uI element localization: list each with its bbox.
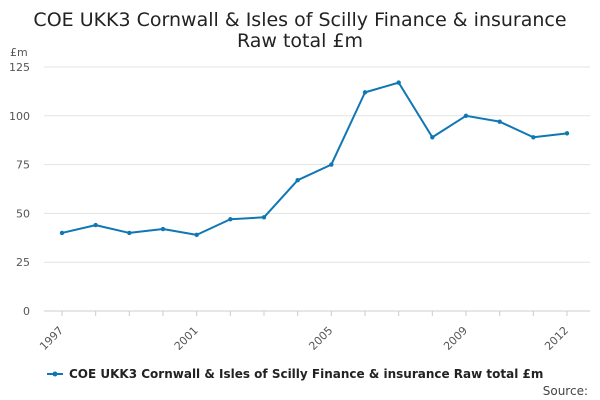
- y-axis-unit-label: £m: [10, 46, 28, 59]
- data-point[interactable]: [59, 230, 65, 236]
- series-line: [61, 81, 568, 236]
- data-point[interactable]: [463, 113, 469, 119]
- data-point[interactable]: [396, 80, 401, 85]
- data-point[interactable]: [194, 232, 199, 238]
- x-tick-label: 2001: [172, 324, 201, 353]
- data-point[interactable]: [329, 162, 334, 167]
- data-point[interactable]: [564, 131, 570, 136]
- series-group: [59, 80, 570, 238]
- legend-swatch-marker: [52, 371, 58, 377]
- data-point[interactable]: [261, 215, 267, 220]
- data-point[interactable]: [127, 230, 132, 236]
- chart-title-line-1: COE UKK3 Cornwall & Isles of Scilly Fina…: [33, 9, 566, 31]
- y-axis-ticks: 0 25 50 75 100 125: [9, 61, 30, 318]
- data-point[interactable]: [362, 90, 368, 95]
- chart-title-line-2: Raw total £m: [237, 30, 363, 52]
- data-point[interactable]: [228, 217, 233, 222]
- data-point[interactable]: [160, 226, 166, 232]
- data-point[interactable]: [497, 119, 502, 124]
- data-point[interactable]: [93, 222, 98, 228]
- y-tick-label: 75: [16, 159, 30, 172]
- y-tick-label: 125: [9, 61, 30, 74]
- x-tick-label: 2005: [306, 324, 335, 353]
- data-point[interactable]: [430, 135, 435, 140]
- y-tick-label: 0: [23, 305, 30, 318]
- y-tick-label: 50: [16, 207, 30, 220]
- data-point[interactable]: [531, 135, 536, 140]
- x-tick-label: 1997: [37, 324, 66, 353]
- gridlines: [44, 66, 590, 312]
- x-tick-label: 2009: [441, 324, 470, 353]
- legend-label[interactable]: COE UKK3 Cornwall & Isles of Scilly Fina…: [69, 367, 543, 381]
- x-axis-ticks: 1997 2001 2005 2009 2012: [37, 311, 571, 353]
- legend[interactable]: COE UKK3 Cornwall & Isles of Scilly Fina…: [47, 367, 543, 381]
- data-point[interactable]: [295, 178, 300, 183]
- source-label: Source:: [543, 384, 588, 398]
- y-tick-label: 25: [16, 256, 30, 269]
- x-tick-label: 2012: [542, 324, 571, 353]
- y-tick-label: 100: [9, 110, 30, 123]
